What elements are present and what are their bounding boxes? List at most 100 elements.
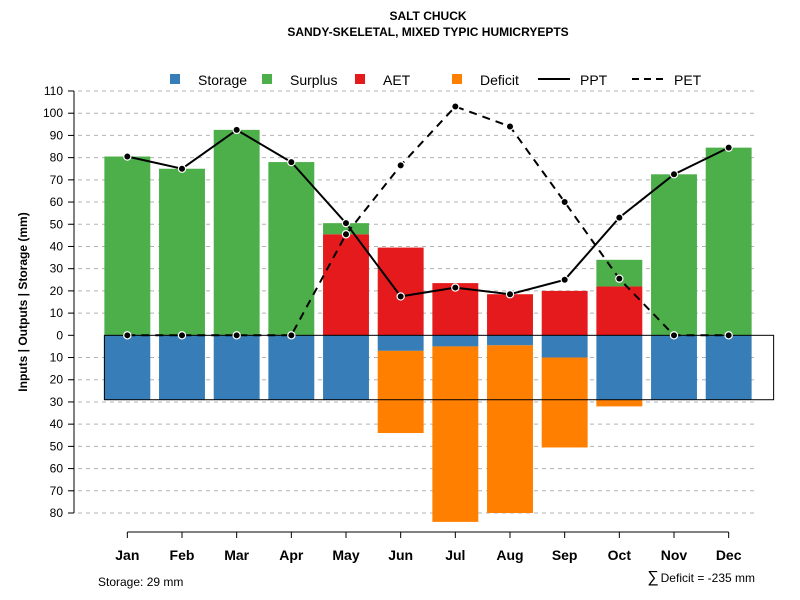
x-tick-label-dec: Dec: [716, 547, 742, 563]
point-ppt-dec: [724, 143, 733, 152]
y-tick-label: 70: [50, 484, 64, 498]
storage-note: Storage: 29 mm: [98, 575, 183, 589]
legend-label-ppt: PPT: [580, 72, 608, 88]
bar-storage-may: [323, 335, 369, 400]
y-tick-label: 30: [50, 395, 64, 409]
chart-title: SALT CHUCK: [389, 9, 466, 23]
lines: [123, 102, 733, 340]
y-tick-label: 0: [56, 328, 63, 342]
legend: Storage Surplus AET Deficit PPT PET: [170, 72, 702, 88]
point-pet-sep: [560, 197, 569, 207]
y-tick-label: 60: [50, 462, 64, 476]
x-tick-label-feb: Feb: [170, 547, 195, 563]
deficit-note-text: Deficit = -235 mm: [661, 571, 755, 585]
bar-surplus-may: [323, 223, 369, 235]
bar-storage-feb: [159, 335, 205, 400]
bar-surplus-jan: [104, 156, 151, 336]
y-tick-label: 10: [50, 351, 64, 365]
point-ppt-aug: [505, 290, 515, 299]
x-tick-label-may: May: [332, 547, 359, 563]
point-pet-dec: [724, 331, 733, 340]
point-ppt-jan: [123, 152, 132, 161]
point-pet-apr: [287, 331, 296, 340]
x-tick-label-oct: Oct: [608, 547, 632, 563]
y-tick-label: 10: [50, 306, 64, 320]
y-tick-label: 50: [50, 439, 64, 453]
y-tick-label: 20: [50, 284, 64, 298]
point-pet-jan: [123, 331, 132, 340]
bar-surplus-feb: [159, 168, 205, 336]
storage-capacity-frame: [103, 334, 775, 401]
bar-storage-jun: [377, 335, 424, 351]
point-ppt-apr: [287, 157, 296, 167]
point-ppt-may: [341, 218, 351, 228]
line-ppt: [127, 128, 730, 298]
line-pet: [127, 105, 729, 337]
point-pet-jun: [396, 161, 405, 170]
x-tick-label-jan: Jan: [115, 547, 139, 563]
bar-surplus-mar: [213, 129, 260, 336]
y-tick-label: 30: [50, 262, 64, 276]
legend-label-deficit: Deficit: [480, 72, 519, 88]
bar-storage-oct: [596, 335, 643, 400]
legend-swatch-storage: [170, 74, 180, 84]
bar-aet-jul: [432, 283, 479, 336]
x-tick-label-sep: Sep: [552, 547, 578, 563]
y-axis: 1101009080706050403020100102030405060708…: [43, 84, 75, 520]
point-ppt-feb: [177, 164, 187, 173]
legend-label-surplus: Surplus: [290, 72, 337, 88]
bar-aet-jun: [377, 247, 424, 336]
bar-storage-apr: [268, 335, 315, 400]
point-pet-mar: [232, 331, 241, 340]
point-pet-may: [341, 230, 351, 239]
point-ppt-jul: [451, 283, 460, 292]
bar-storage-jan: [104, 335, 151, 400]
x-tick-label-mar: Mar: [224, 547, 249, 563]
x-tick-label-nov: Nov: [661, 547, 688, 563]
point-pet-feb: [177, 331, 187, 340]
point-pet-aug: [505, 122, 515, 131]
bar-aet-may: [323, 234, 369, 336]
y-tick-label: 70: [50, 173, 64, 187]
bar-deficit-aug: [487, 345, 533, 513]
y-tick-label: 60: [50, 195, 64, 209]
sum-icon: ∑: [647, 569, 658, 586]
x-tick-label-jun: Jun: [388, 547, 413, 563]
point-ppt-sep: [560, 275, 569, 284]
bar-storage-sep: [541, 335, 588, 358]
bar-surplus-apr: [268, 162, 315, 336]
x-tick-label-jul: Jul: [445, 547, 465, 563]
y-tick-label: 100: [43, 106, 63, 120]
bar-storage-nov: [651, 335, 697, 400]
point-pet-oct: [615, 274, 624, 283]
bar-storage-aug: [487, 335, 533, 346]
deficit-note: ∑ Deficit = -235 mm: [647, 569, 755, 586]
point-ppt-mar: [232, 125, 241, 135]
bar-storage-jul: [432, 335, 479, 347]
point-ppt-nov: [669, 170, 679, 179]
legend-swatch-surplus: [262, 74, 272, 84]
bars: [104, 129, 752, 522]
point-ppt-jun: [396, 292, 405, 301]
x-tick-label-apr: Apr: [279, 547, 304, 563]
x-axis: Jan Feb Mar Apr May Jun Jul Aug Sep Oct Nov Dec: [115, 531, 742, 563]
y-tick-label: 40: [50, 239, 64, 253]
chart-subtitle: SANDY-SKELETAL, MIXED TYPIC HUMICRYEPTS: [287, 25, 568, 39]
y-tick-label: 20: [50, 373, 64, 387]
legend-swatch-deficit: [452, 74, 462, 84]
point-ppt-oct: [615, 213, 624, 222]
storage-capacity-box: [103, 334, 775, 401]
y-tick-label: 80: [50, 506, 64, 520]
bar-aet-aug: [487, 294, 533, 336]
bar-surplus-dec: [705, 147, 752, 336]
bar-deficit-jun: [377, 350, 424, 434]
bar-aet-oct: [596, 286, 643, 336]
y-tick-label: 90: [50, 128, 64, 142]
legend-label-aet: AET: [383, 72, 411, 88]
bar-deficit-oct: [596, 399, 643, 407]
bar-deficit-jul: [432, 346, 479, 522]
bar-surplus-nov: [651, 174, 697, 336]
legend-swatch-aet: [355, 74, 365, 84]
y-axis-label: Inputs | Outputs | Storage (mm): [16, 212, 30, 391]
